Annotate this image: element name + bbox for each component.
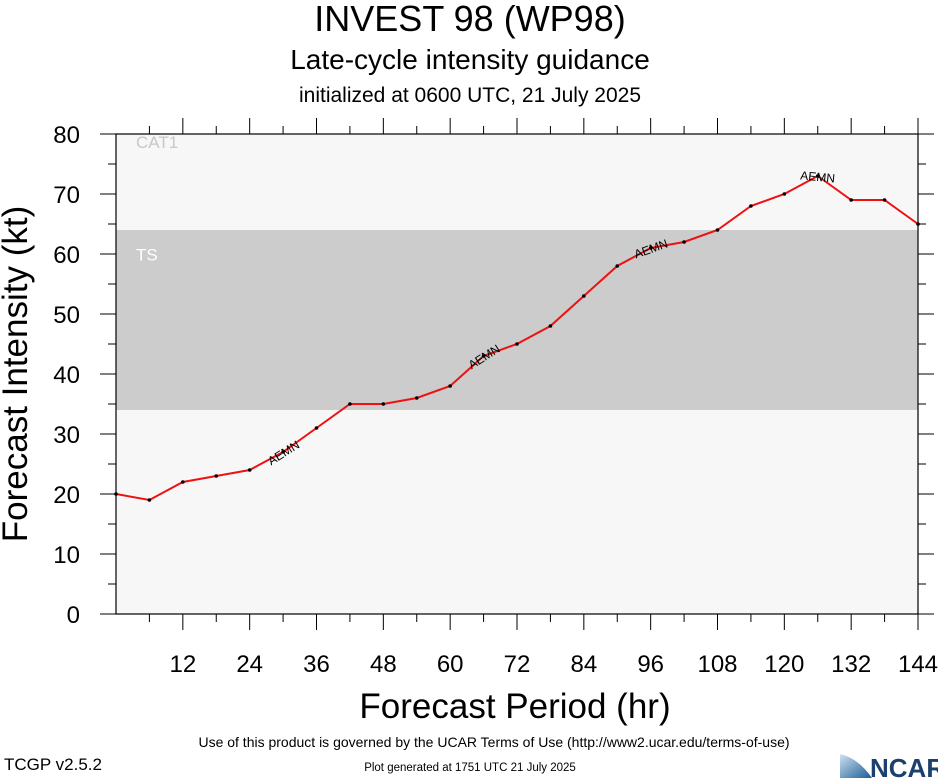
data-point xyxy=(381,402,386,406)
version-label: TCGP v2.5.2 xyxy=(4,755,102,774)
data-point xyxy=(247,468,252,472)
y-tick-label: 10 xyxy=(53,542,80,569)
data-point xyxy=(314,426,319,430)
x-tick-label: 72 xyxy=(504,651,531,678)
data-point xyxy=(481,354,486,358)
data-point xyxy=(815,174,820,178)
data-point xyxy=(916,222,920,226)
data-point xyxy=(548,324,553,328)
band-ts xyxy=(116,230,918,410)
x-tick-label: 60 xyxy=(437,651,464,678)
data-point xyxy=(448,384,452,388)
x-tick-label: 108 xyxy=(697,651,737,678)
y-tick-label: 70 xyxy=(53,182,80,209)
y-tick-label: 20 xyxy=(53,482,80,509)
series-inline-label: AEMN xyxy=(800,168,836,185)
data-point xyxy=(715,228,720,232)
svg-text:NCAR: NCAR xyxy=(870,753,938,780)
plot-generated-text: Plot generated at 1751 UTC 21 July 2025 xyxy=(364,762,576,774)
x-tick-label: 84 xyxy=(570,651,597,678)
terms-of-use-text: Use of this product is governed by the U… xyxy=(198,734,790,750)
chart-subtitle: Late-cycle intensity guidance xyxy=(290,44,650,75)
series-label-text: AEMN xyxy=(800,168,836,185)
y-tick-label: 0 xyxy=(67,602,80,629)
y-tick-label: 60 xyxy=(53,242,80,269)
data-point xyxy=(782,192,787,196)
chart-title: INVEST 98 (WP98) xyxy=(314,0,626,39)
data-point xyxy=(414,396,419,400)
data-point xyxy=(114,492,118,496)
y-tick-label: 50 xyxy=(53,302,80,329)
data-point xyxy=(181,480,185,484)
data-point xyxy=(882,198,887,202)
x-axis-label: Forecast Period (hr) xyxy=(359,687,670,726)
x-tick-label: 24 xyxy=(236,651,263,678)
x-tick-label: 36 xyxy=(303,651,330,678)
data-point xyxy=(648,246,653,250)
data-point xyxy=(749,204,753,208)
data-point xyxy=(147,498,152,502)
data-point xyxy=(348,402,352,406)
data-point xyxy=(682,240,686,244)
x-tick-label: 132 xyxy=(831,651,871,678)
x-tick-label: 48 xyxy=(370,651,397,678)
data-point xyxy=(582,294,586,298)
band-cat1 xyxy=(116,134,918,230)
initialized-time: initialized at 0600 UTC, 21 July 2025 xyxy=(298,84,642,107)
x-tick-label: 12 xyxy=(169,651,196,678)
below-band-area xyxy=(116,410,918,614)
y-tick-label: 80 xyxy=(53,122,80,149)
x-tick-label: 144 xyxy=(898,651,938,678)
y-tick-label: 40 xyxy=(53,362,80,389)
band-label-ts: TS xyxy=(136,246,158,265)
data-point xyxy=(849,198,853,202)
data-point xyxy=(214,474,219,478)
data-point xyxy=(515,342,519,346)
y-axis-label: Forecast Intensity (kt) xyxy=(0,206,35,542)
data-point xyxy=(281,450,285,454)
x-tick-label: 120 xyxy=(764,651,804,678)
x-tick-label: 96 xyxy=(637,651,664,678)
ncar-logo-icon: NCAR xyxy=(840,753,938,780)
y-tick-label: 30 xyxy=(53,422,80,449)
data-point xyxy=(615,264,620,268)
band-label-cat1: CAT1 xyxy=(136,133,178,152)
